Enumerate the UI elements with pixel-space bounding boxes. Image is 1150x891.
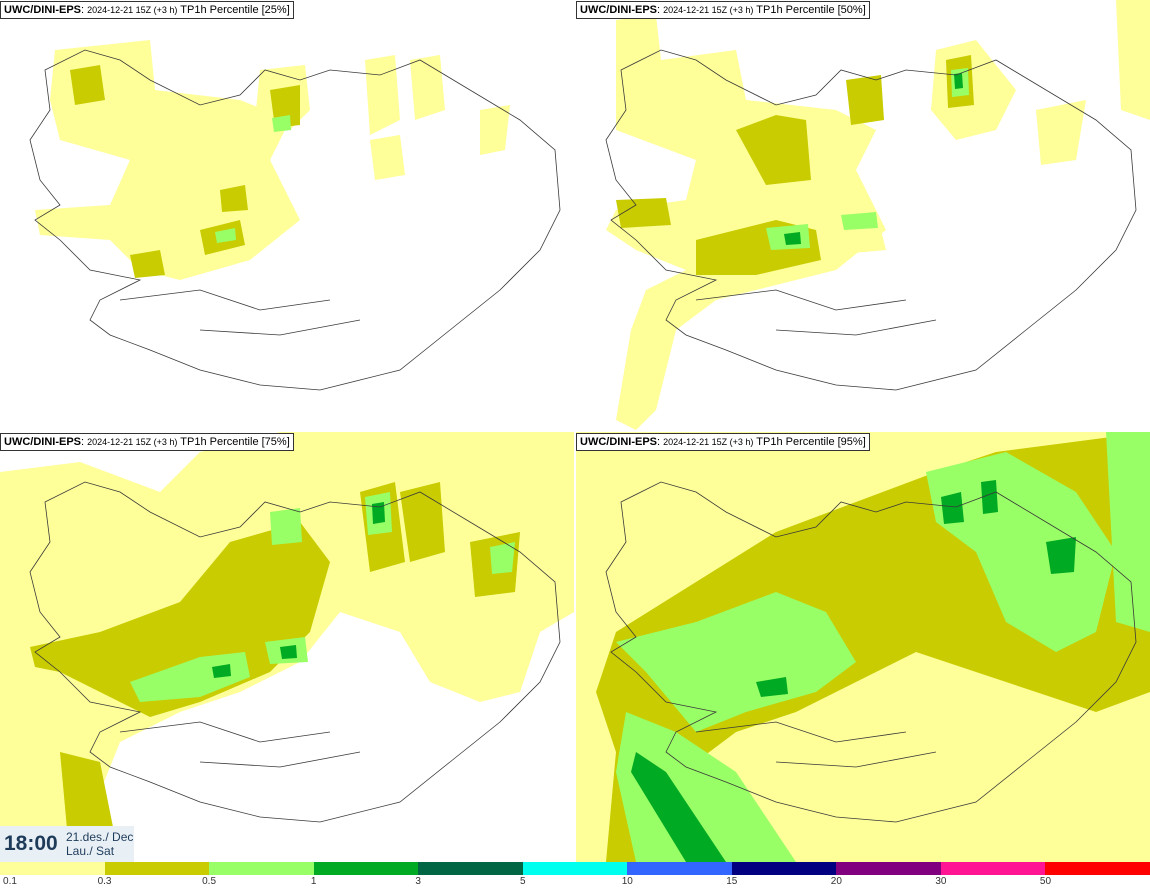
map-panel-50: UWC/DINI-EPS: 2024-12-21 15Z (+3 h) TP1h…	[576, 0, 1150, 430]
panel-title: UWC/DINI-EPS: 2024-12-21 15Z (+3 h) TP1h…	[0, 1, 294, 19]
model-name: UWC/DINI-EPS	[4, 436, 81, 448]
run-time: 2024-12-21 15Z (+3 h)	[663, 5, 754, 15]
panel-title: UWC/DINI-EPS: 2024-12-21 15Z (+3 h) TP1h…	[0, 433, 294, 451]
colorbar-tick-label: 30	[935, 876, 947, 887]
colorbar-segment	[209, 862, 314, 875]
map-panel-25: UWC/DINI-EPS: 2024-12-21 15Z (+3 h) TP1h…	[0, 0, 574, 430]
valid-date-line2: Lau./ Sat	[66, 844, 115, 858]
model-name: UWC/DINI-EPS	[580, 4, 657, 16]
field-name: TP1h Percentile [95%]	[756, 436, 866, 448]
precip-light	[606, 0, 1150, 430]
model-name: UWC/DINI-EPS	[4, 4, 81, 16]
coastline	[605, 49, 1137, 391]
precip-light	[35, 40, 510, 280]
colorbar-tick-label: 15	[726, 876, 738, 887]
panel-divider	[574, 0, 576, 862]
precip-peak	[631, 480, 1076, 862]
colorbar-segment	[418, 862, 523, 875]
valid-date-line1: 21.des./ Dec	[66, 830, 134, 844]
run-time: 2024-12-21 15Z (+3 h)	[663, 437, 754, 447]
colorbar-segment	[313, 862, 419, 875]
colorbar-segment	[940, 862, 1046, 875]
colorbar-segment	[0, 862, 105, 875]
colorbar-tick-label: 10	[621, 876, 633, 887]
run-time: 2024-12-21 15Z (+3 h)	[87, 437, 178, 447]
colorbar-tick-label: 5	[519, 876, 526, 887]
precip-high	[616, 432, 1150, 862]
colorbar-ticks: 0.1 0.3 0.5 1 3 5 10 15 20 30 50	[0, 876, 1150, 890]
valid-date: 21.des./ Dec Lau./ Sat	[66, 830, 133, 858]
map-canvas	[0, 432, 574, 862]
coastline	[29, 481, 561, 823]
colorbar-tick-label: 50	[1039, 876, 1052, 887]
precip-peak	[784, 73, 963, 245]
colorbar-tick-label: 0.1	[3, 876, 17, 887]
map-canvas	[29, 40, 561, 391]
precip-high	[130, 492, 515, 702]
model-name: UWC/DINI-EPS	[580, 436, 657, 448]
field-name: TP1h Percentile [25%]	[180, 4, 290, 16]
precip-peak	[212, 502, 385, 678]
map-canvas	[576, 432, 1150, 862]
colorbar-segment	[104, 862, 210, 875]
run-time: 2024-12-21 15Z (+3 h)	[87, 5, 178, 15]
map-panel-75: UWC/DINI-EPS: 2024-12-21 15Z (+3 h) TP1h…	[0, 432, 574, 862]
field-name: TP1h Percentile [75%]	[180, 436, 290, 448]
valid-time-box: 18:00 21.des./ Dec Lau./ Sat	[0, 826, 134, 862]
colorbar-segment	[836, 862, 941, 875]
colorbar-tick-label: 0.3	[97, 876, 112, 887]
coastline	[605, 481, 1137, 823]
precip-colorbar	[0, 862, 1150, 875]
panel-title: UWC/DINI-EPS: 2024-12-21 15Z (+3 h) TP1h…	[576, 1, 870, 19]
colorbar-segment	[731, 862, 837, 875]
colorbar-tick-label: 1	[310, 876, 317, 887]
colorbar-tick-label: 20	[830, 876, 842, 887]
panel-title: UWC/DINI-EPS: 2024-12-21 15Z (+3 h) TP1h…	[576, 433, 870, 451]
precip-high	[215, 115, 291, 243]
colorbar-segment	[1045, 862, 1150, 875]
coastline	[29, 49, 561, 391]
colorbar-tick-label: 3	[415, 876, 421, 887]
map-panel-95: UWC/DINI-EPS: 2024-12-21 15Z (+3 h) TP1h…	[576, 432, 1150, 862]
valid-time: 18:00	[4, 832, 58, 855]
field-name: TP1h Percentile [50%]	[756, 4, 866, 16]
map-canvas	[605, 0, 1150, 430]
colorbar-segment	[522, 862, 628, 875]
colorbar-tick-label: 0.5	[202, 876, 217, 887]
colorbar-segment	[627, 862, 732, 875]
